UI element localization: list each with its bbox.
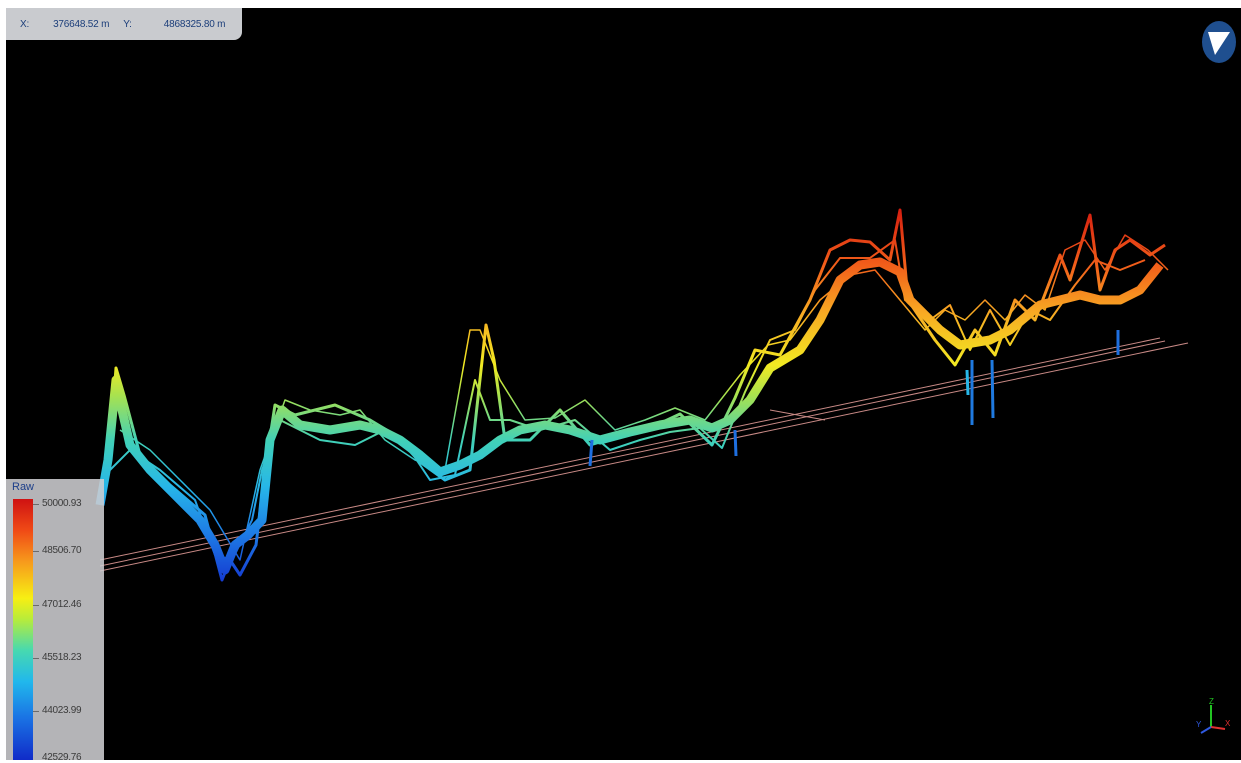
- legend-title: Raw: [12, 481, 35, 493]
- magnetic-profile-surface: [95, 208, 1169, 582]
- legend-tick: [33, 711, 39, 712]
- 3d-viewport[interactable]: [6, 8, 1241, 760]
- flight-lines: [99, 337, 1189, 572]
- y-axis-label: Y: [1196, 720, 1202, 729]
- color-legend: Raw 50000.93 48506.70 47012.46 45518.23 …: [6, 479, 104, 763]
- legend-tick: [33, 551, 39, 552]
- x-axis-label: X: [1225, 719, 1231, 728]
- x-coordinate-value: 376648.52 m: [53, 18, 110, 30]
- legend-color-ramp: [13, 499, 33, 760]
- axis-orientation-gizmo[interactable]: Z X Y: [1195, 695, 1231, 737]
- legend-tick: [33, 504, 39, 505]
- legend-tick: [33, 605, 39, 606]
- anomaly-spikes: [588, 330, 1120, 467]
- z-axis-label: Z: [1209, 697, 1214, 706]
- legend-label-3: 47012.46: [42, 599, 82, 610]
- y-coordinate-value: 4868325.80 m: [163, 18, 226, 30]
- legend-label-5: 44023.99: [42, 705, 82, 716]
- legend-label-min: 42529.76: [42, 752, 82, 763]
- legend-label-4: 45518.23: [42, 652, 82, 663]
- legend-label-max: 50000.93: [42, 498, 82, 509]
- coordinate-readout: X: 376648.52 m Y: 4868325.80 m: [6, 8, 242, 40]
- legend-label-2: 48506.70: [42, 545, 82, 556]
- y-coordinate-label: Y:: [123, 18, 132, 30]
- x-coordinate-label: X:: [20, 18, 30, 30]
- north-arrow-icon[interactable]: [1201, 20, 1237, 64]
- legend-tick: [33, 658, 39, 659]
